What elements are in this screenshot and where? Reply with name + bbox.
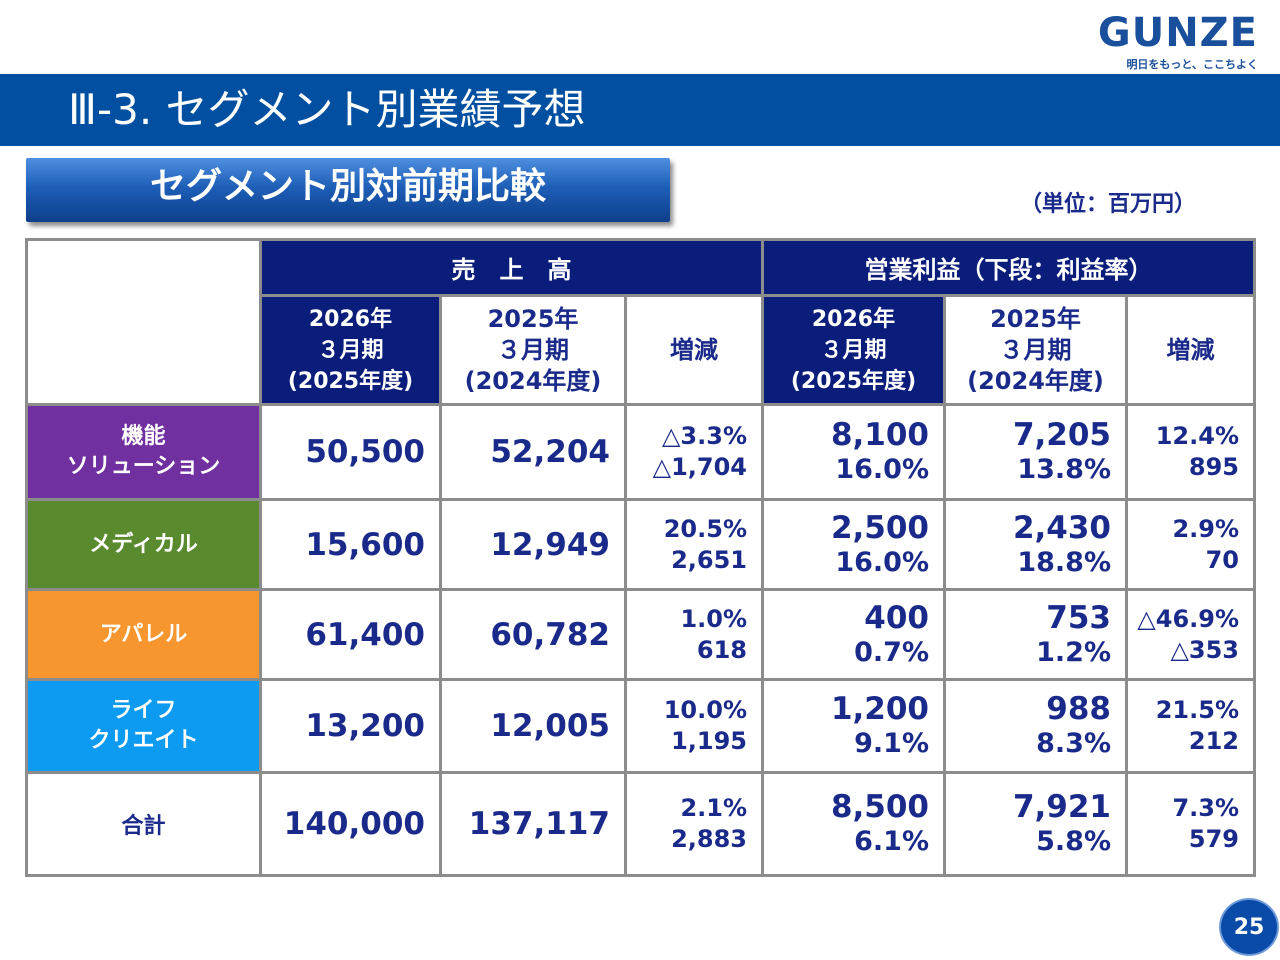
op-change: 12.4% 895 [1125,403,1256,501]
sales-2025-value: 12,949 [439,498,627,591]
op-change-total: 7.3% 579 [1125,771,1256,877]
segment-name: アパレル [25,588,262,681]
op-2026-value: 2,500 16.0% [761,498,946,591]
sales-2026-value: 61,400 [259,588,442,681]
logo-tagline: 明日をもっと、ここちよく [1126,58,1258,71]
op-change: 2.9% 70 [1125,498,1256,591]
sales-2025-value: 12,005 [439,678,627,774]
section-title-box: セグメント別対前期比較 [26,158,670,222]
logo-wordmark: GUNZE [1097,10,1258,56]
total-label: 合計 [25,771,262,877]
sales-change: 1.0% 618 [624,588,764,681]
sales-2026-value: 15,600 [259,498,442,591]
section-title: セグメント別対前期比較 [149,166,546,207]
table-row: アパレル 61,400 60,782 1.0% 618 400 0.7% 753 1.… [25,588,1256,681]
op-2025-value: 988 8.3% [943,678,1128,774]
op-2025-header: 2025年 ３月期 (2024年度) [943,294,1128,406]
op-2026-total: 8,500 6.1% [761,771,946,877]
op-2025-total: 7,921 5.8% [943,771,1128,877]
sales-change: △3.3% △1,704 [624,403,764,501]
op-2026-header: 2026年 ３月期 (2025年度) [761,294,946,406]
sales-2025-total: 137,117 [439,771,627,877]
sales-change-total: 2.1% 2,883 [624,771,764,877]
table-row: 機能 ソリューション 50,500 52,204 △3.3% △1,704 8,10… [25,403,1256,501]
op-change-header: 増減 [1125,294,1256,406]
unit-label: （単位：百万円） [1020,192,1197,217]
page-title: Ⅲ-3. セグメント別業績予想 [68,85,586,134]
title-bar: Ⅲ-3. セグメント別業績予想 [0,74,1280,146]
op-2025-value: 753 1.2% [943,588,1128,681]
sales-change: 10.0% 1,195 [624,678,764,774]
op-2025-value: 2,430 18.8% [943,498,1128,591]
op-2026-value: 400 0.7% [761,588,946,681]
sales-2025-value: 52,204 [439,403,627,501]
segment-name: ライフ クリエイト [25,678,262,774]
sales-2026-value: 50,500 [259,403,442,501]
op-change: △46.9% △353 [1125,588,1256,681]
op-group-header: 営業利益（下段：利益率） [761,238,1256,297]
table-row: メディカル 15,600 12,949 20.5% 2,651 2,500 16.0… [25,498,1256,591]
sales-2025-value: 60,782 [439,588,627,681]
sales-group-header: 売 上 高 [259,238,764,297]
page-number-badge: 25 [1219,898,1279,956]
sales-2025-header: 2025年 ３月期 (2024年度) [439,294,627,406]
sales-2026-header: 2026年 ３月期 (2025年度) [259,294,442,406]
table-row: ライフ クリエイト 13,200 12,005 10.0% 1,195 1,200 9… [25,678,1256,774]
corner-cell [25,238,262,406]
sales-change: 20.5% 2,651 [624,498,764,591]
sales-change-header: 増減 [624,294,764,406]
segment-name: 機能 ソリューション [25,403,262,501]
op-change: 21.5% 212 [1125,678,1256,774]
segment-comparison-table: 売 上 高 営業利益（下段：利益率） 2026年 ３月期 (2025年度) 2025… [25,238,1256,877]
op-2025-value: 7,205 13.8% [943,403,1128,501]
gunze-logo: GUNZE 明日をもっと、ここちよく [1098,12,1258,72]
op-2026-value: 1,200 9.1% [761,678,946,774]
op-2026-value: 8,100 16.0% [761,403,946,501]
sales-2026-value: 13,200 [259,678,442,774]
total-row: 合計 140,000 137,117 2.1% 2,883 8,500 6.1% 7… [25,771,1256,877]
sales-2026-total: 140,000 [259,771,442,877]
segment-name: メディカル [25,498,262,591]
